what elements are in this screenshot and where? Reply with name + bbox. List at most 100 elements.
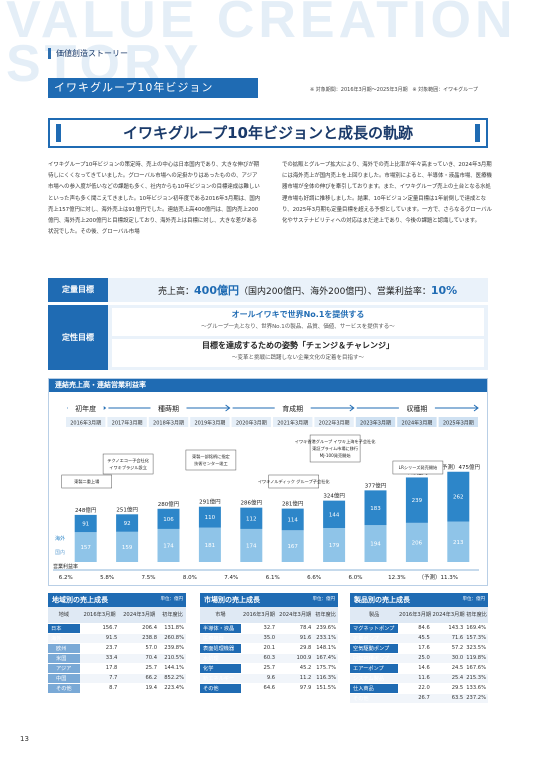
- quantitative-goal-label: 定量目標: [48, 278, 108, 302]
- bar-domestic: [116, 531, 139, 562]
- bar-overseas-label: 262: [453, 495, 464, 501]
- table-cell: 143.3: [431, 623, 466, 634]
- annotation-box: [392, 460, 444, 475]
- table-cell: 70.4: [119, 653, 160, 664]
- op-margin-value: 6.2%: [59, 575, 73, 581]
- quantitative-goal-text: 売上高：400億円（国内200億円、海外200億円）、営業利益率：10%: [158, 282, 457, 298]
- annotation-box: [309, 434, 361, 463]
- bar-overseas: [447, 471, 470, 522]
- bar-overseas-label: 112: [246, 516, 256, 522]
- bar-overseas-label: 144: [329, 512, 340, 518]
- year-cell: [148, 417, 189, 427]
- year-label: 2023年3月期: [360, 420, 391, 427]
- bar-domestic: [198, 527, 221, 562]
- table-header: 2024年3月期: [277, 607, 314, 624]
- table-header: 2016年3月期: [398, 607, 432, 624]
- growth-table: 市場別の売上成長 単位：億円 市場 2016年3月期 2024年3月期 初年度比 半導体・液…: [200, 593, 338, 694]
- bar-overseas: [323, 500, 346, 528]
- year-label: 2016年3月期: [70, 420, 101, 427]
- year-cell: [355, 417, 396, 427]
- row-label: 化学: [200, 663, 241, 674]
- table-cell: 11.6: [398, 673, 432, 684]
- table-row: 空気駆動ポンプ 17.6 57.2 323.5%: [350, 643, 488, 654]
- year-label: 2019年3月期: [194, 420, 225, 427]
- table-row: 回転容積ポンプ 25.0 30.0 119.8%: [350, 653, 488, 664]
- chart-svg: 初年度 種蒔期 育成期 収穫期 2016年3月期 2017年3月期 2018年3月期 2019…: [53, 402, 481, 581]
- bar-overseas-label: 92: [124, 521, 131, 527]
- table-cell: 175.7%: [313, 663, 338, 674]
- year-cell: [397, 417, 437, 427]
- growth-table: 製品別の売上成長 単位：億円 製品 2016年3月期 2024年3月期 初年度比 マグネット…: [350, 593, 488, 704]
- table-row: 表面処理機器 20.1 29.8 148.1%: [200, 643, 338, 654]
- table-cell: 25.0: [398, 653, 432, 664]
- bar-domestic: [405, 522, 428, 562]
- bar-domestic: [281, 530, 304, 562]
- year-label: 2017年3月期: [112, 420, 143, 427]
- sales-chart: 連結売上高・連結営業利益率 初年度 種蒔期 育成期 収穫期 2016年3月期 2017年3…: [48, 378, 488, 586]
- year-cell: [231, 417, 271, 427]
- phase-label: 育成期: [282, 404, 303, 413]
- table-cell: 25.7: [119, 663, 160, 674]
- total-label: 377億円: [365, 481, 387, 489]
- bar-domestic-label: 167: [287, 544, 298, 550]
- table-row: エアーポンプ 14.6 24.5 167.6%: [350, 663, 488, 674]
- table-cell: 156.7: [79, 623, 120, 634]
- table-title-text: 地域別の売上成長: [52, 596, 108, 604]
- watermark-line1: VALUE CREATION: [6, 0, 517, 49]
- table-cell: 20.1: [240, 643, 278, 654]
- note-scope: ※ 対象範囲：イワキグループ: [412, 87, 478, 93]
- year-label: 2018年3月期: [153, 420, 184, 427]
- table-unit: 単位：億円: [462, 597, 486, 602]
- qualitative-goal-1: オールイワキで世界No.1を提供する 〜グループ一丸となり、世界No.1の製品、…: [112, 308, 484, 336]
- row-label: 回転容積ポンプ: [350, 653, 399, 664]
- table-cell: 144.1%: [159, 663, 186, 674]
- table-row: 医療機器 35.0 91.6 233.1%: [200, 633, 338, 644]
- page-title: イワキグループ10年ビジョンと成長の軌跡: [48, 118, 488, 148]
- table-cell: 7.7: [79, 673, 120, 684]
- row-label: 水処理: [200, 653, 241, 664]
- phase-label: 収穫期: [406, 404, 427, 413]
- bar-domestic-label: 206: [412, 540, 423, 546]
- table-header: 初年度比: [159, 607, 186, 624]
- qualitative-goal-2: 目標を達成するための姿勢「チェンジ＆チャレンジ」 〜変革と挑戦に躊躇しない企業文…: [112, 339, 484, 367]
- table-cell: 45.5: [398, 633, 432, 644]
- total-label: （予測）475億円: [437, 463, 481, 471]
- table-cell: 237.2%: [465, 693, 488, 704]
- row-label: 中国: [48, 673, 80, 684]
- bar-domestic: [74, 532, 97, 562]
- row-label: 表面処理機器: [200, 643, 241, 654]
- table-cell: 45.2: [277, 663, 314, 674]
- qual2-sub: 〜変革と挑戦に躊躇しない企業文化の定着を目指す〜: [231, 355, 364, 361]
- chart-title: 連結売上高・連結営業利益率: [49, 379, 487, 392]
- bar-overseas: [116, 514, 139, 532]
- total-label: 291億円: [199, 498, 221, 506]
- table-cell: 91.5: [79, 633, 120, 644]
- table-cell: 63.5: [431, 693, 466, 704]
- year-cell: [107, 417, 147, 427]
- table-row: 米国 33.4 70.4 210.5%: [48, 653, 186, 664]
- row-label: 新エネルギー: [200, 673, 241, 684]
- scope-notes: ※ 対象期間：2016年3月期〜2025年3月期 ※ 対象範囲：イワキグループ: [310, 86, 478, 93]
- quant-ratio: 10%: [430, 284, 458, 297]
- phase-label: 初年度: [75, 404, 96, 413]
- year-label: 2022年3月期: [319, 420, 350, 427]
- table-cell: 66.2: [119, 673, 160, 684]
- table-cell: 239.6%: [313, 623, 338, 634]
- table-cell: 233.1%: [313, 633, 338, 644]
- row-label: 半導体・液晶: [200, 623, 241, 634]
- table-cell: 116.3%: [313, 673, 338, 684]
- row-label: その他: [350, 693, 399, 704]
- row-label: 定量ポンプ: [350, 633, 399, 644]
- table-cell: 223.4%: [159, 683, 186, 694]
- table-header: 市場: [200, 607, 241, 624]
- table-cell: 64.6: [240, 683, 278, 694]
- bar-overseas: [198, 506, 221, 528]
- bar-domestic: [323, 527, 346, 562]
- year-label: 2021年3月期: [277, 420, 308, 427]
- table-body: 市場 2016年3月期 2024年3月期 初年度比 半導体・液晶 32.7 78.4 239.…: [200, 607, 338, 694]
- row-label: アジア: [48, 663, 80, 674]
- table-title-text: 製品別の売上成長: [354, 596, 410, 604]
- bar-overseas: [240, 507, 263, 529]
- table-row: 水処理 60.3 100.9 167.4%: [200, 653, 338, 664]
- table-cell: 206.4: [119, 623, 160, 634]
